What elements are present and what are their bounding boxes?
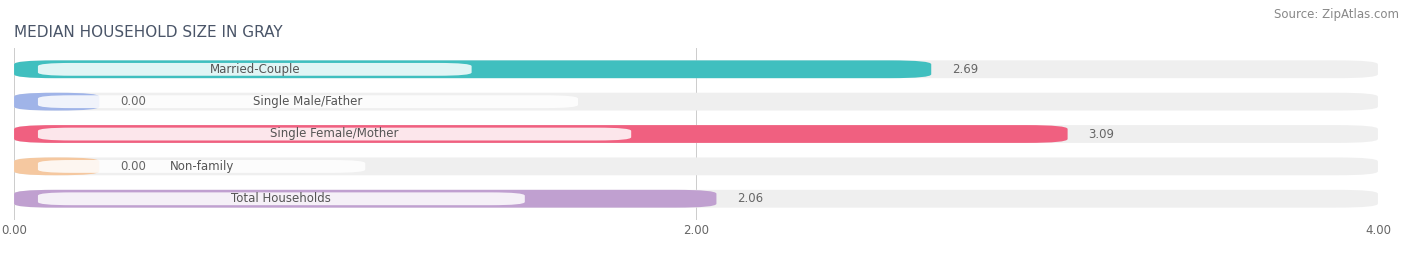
Text: 2.06: 2.06: [737, 192, 763, 205]
Text: Married-Couple: Married-Couple: [209, 63, 299, 76]
Text: 3.09: 3.09: [1088, 128, 1114, 140]
FancyBboxPatch shape: [38, 192, 524, 205]
FancyBboxPatch shape: [38, 160, 366, 173]
FancyBboxPatch shape: [14, 60, 1378, 78]
FancyBboxPatch shape: [14, 125, 1378, 143]
Text: Single Male/Father: Single Male/Father: [253, 95, 363, 108]
Text: 0.00: 0.00: [120, 160, 146, 173]
FancyBboxPatch shape: [14, 125, 1067, 143]
FancyBboxPatch shape: [14, 158, 1378, 175]
FancyBboxPatch shape: [14, 60, 931, 78]
FancyBboxPatch shape: [14, 158, 100, 175]
FancyBboxPatch shape: [38, 63, 471, 76]
FancyBboxPatch shape: [14, 190, 717, 208]
Text: 0.00: 0.00: [120, 95, 146, 108]
Text: Non-family: Non-family: [169, 160, 233, 173]
FancyBboxPatch shape: [14, 93, 100, 110]
Text: Single Female/Mother: Single Female/Mother: [270, 128, 399, 140]
Text: Source: ZipAtlas.com: Source: ZipAtlas.com: [1274, 8, 1399, 21]
Text: MEDIAN HOUSEHOLD SIZE IN GRAY: MEDIAN HOUSEHOLD SIZE IN GRAY: [14, 25, 283, 40]
FancyBboxPatch shape: [38, 128, 631, 140]
FancyBboxPatch shape: [14, 190, 1378, 208]
FancyBboxPatch shape: [38, 95, 578, 108]
FancyBboxPatch shape: [14, 93, 1378, 110]
Text: Total Households: Total Households: [232, 192, 332, 205]
Text: 2.69: 2.69: [952, 63, 979, 76]
